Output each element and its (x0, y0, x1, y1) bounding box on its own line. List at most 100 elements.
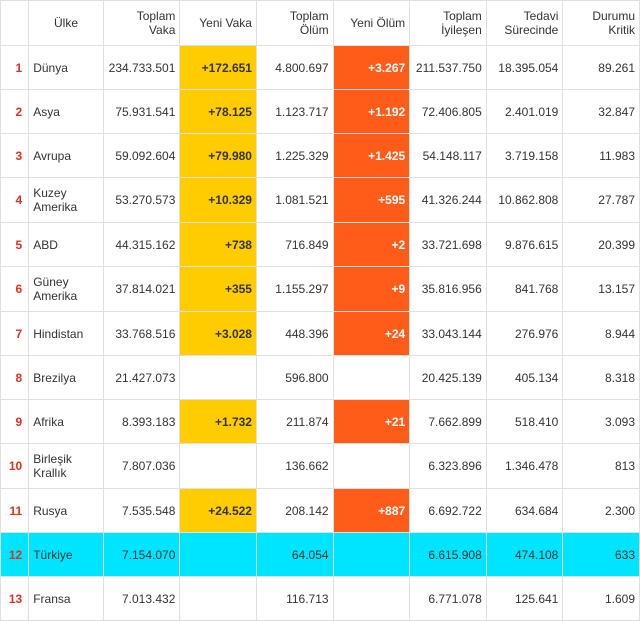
total-cases-cell: 37.814.021 (103, 267, 180, 312)
country-cell: Kuzey Amerika (29, 178, 104, 223)
rank-cell: 1 (1, 46, 29, 90)
rank-cell: 11 (1, 489, 29, 533)
total-deaths-cell: 4.800.697 (256, 46, 333, 90)
country-cell: ABD (29, 223, 104, 267)
active-cell: 18.395.054 (486, 46, 563, 90)
recovered-cell: 41.326.244 (410, 178, 487, 223)
recovered-cell: 6.615.908 (410, 533, 487, 577)
critical-cell: 3.093 (563, 400, 640, 444)
country-cell: Asya (29, 90, 104, 134)
country-cell: Hindistan (29, 312, 104, 356)
total-deaths-cell: 208.142 (256, 489, 333, 533)
total-cases-cell: 7.807.036 (103, 444, 180, 489)
recovered-cell: 54.148.117 (410, 134, 487, 178)
new-deaths-cell: +9 (333, 267, 410, 312)
new-cases-cell: +1.732 (180, 400, 257, 444)
total-cases-cell: 234.733.501 (103, 46, 180, 90)
new-cases-cell: +10.329 (180, 178, 257, 223)
table-row[interactable]: 13Fransa7.013.432116.7136.771.078125.641… (1, 577, 640, 621)
rank-cell: 13 (1, 577, 29, 621)
table-row[interactable]: 9Afrika8.393.183+1.732211.874+217.662.89… (1, 400, 640, 444)
active-cell: 841.768 (486, 267, 563, 312)
active-cell: 9.876.615 (486, 223, 563, 267)
total-cases-cell: 8.393.183 (103, 400, 180, 444)
table-row[interactable]: 12Türkiye7.154.07064.0546.615.908474.108… (1, 533, 640, 577)
total-deaths-cell: 1.225.329 (256, 134, 333, 178)
country-cell: Türkiye (29, 533, 104, 577)
table-row[interactable]: 10Birleşik Krallık7.807.036136.6626.323.… (1, 444, 640, 489)
table-row[interactable]: 6Güney Amerika37.814.021+3551.155.297+93… (1, 267, 640, 312)
header-total-deaths[interactable]: Toplam Ölüm (256, 1, 333, 46)
table-row[interactable]: 3Avrupa59.092.604+79.9801.225.329+1.4255… (1, 134, 640, 178)
rank-cell: 2 (1, 90, 29, 134)
covid-stats-table: Ülke Toplam Vaka Yeni Vaka Toplam Ölüm Y… (0, 0, 640, 621)
country-cell: Güney Amerika (29, 267, 104, 312)
country-cell: Brezilya (29, 356, 104, 400)
new-cases-cell: +355 (180, 267, 257, 312)
total-deaths-cell: 64.054 (256, 533, 333, 577)
country-cell: Fransa (29, 577, 104, 621)
new-cases-cell: +79.980 (180, 134, 257, 178)
total-cases-cell: 59.092.604 (103, 134, 180, 178)
new-deaths-cell: +24 (333, 312, 410, 356)
recovered-cell: 20.425.139 (410, 356, 487, 400)
table-row[interactable]: 7Hindistan33.768.516+3.028448.396+2433.0… (1, 312, 640, 356)
total-deaths-cell: 116.713 (256, 577, 333, 621)
table-row[interactable]: 4Kuzey Amerika53.270.573+10.3291.081.521… (1, 178, 640, 223)
total-cases-cell: 75.931.541 (103, 90, 180, 134)
new-deaths-cell: +2 (333, 223, 410, 267)
rank-cell: 6 (1, 267, 29, 312)
header-critical[interactable]: Durumu Kritik (563, 1, 640, 46)
recovered-cell: 33.721.698 (410, 223, 487, 267)
header-total-cases[interactable]: Toplam Vaka (103, 1, 180, 46)
recovered-cell: 7.662.899 (410, 400, 487, 444)
total-deaths-cell: 716.849 (256, 223, 333, 267)
total-cases-cell: 21.427.073 (103, 356, 180, 400)
header-active[interactable]: Tedavi Sürecinde (486, 1, 563, 46)
new-cases-cell: +3.028 (180, 312, 257, 356)
total-cases-cell: 53.270.573 (103, 178, 180, 223)
new-cases-cell (180, 577, 257, 621)
critical-cell: 8.944 (563, 312, 640, 356)
critical-cell: 20.399 (563, 223, 640, 267)
critical-cell: 2.300 (563, 489, 640, 533)
critical-cell: 89.261 (563, 46, 640, 90)
total-deaths-cell: 1.081.521 (256, 178, 333, 223)
critical-cell: 13.157 (563, 267, 640, 312)
recovered-cell: 72.406.805 (410, 90, 487, 134)
total-deaths-cell: 136.662 (256, 444, 333, 489)
total-cases-cell: 7.154.070 (103, 533, 180, 577)
new-cases-cell (180, 533, 257, 577)
table-row[interactable]: 2Asya75.931.541+78.1251.123.717+1.19272.… (1, 90, 640, 134)
active-cell: 125.641 (486, 577, 563, 621)
header-new-cases[interactable]: Yeni Vaka (180, 1, 257, 46)
active-cell: 1.346.478 (486, 444, 563, 489)
critical-cell: 8.318 (563, 356, 640, 400)
recovered-cell: 211.537.750 (410, 46, 487, 90)
header-recovered[interactable]: Toplam İyileşen (410, 1, 487, 46)
active-cell: 2.401.019 (486, 90, 563, 134)
critical-cell: 633 (563, 533, 640, 577)
total-deaths-cell: 448.396 (256, 312, 333, 356)
country-cell: Avrupa (29, 134, 104, 178)
country-cell: Birleşik Krallık (29, 444, 104, 489)
total-deaths-cell: 211.874 (256, 400, 333, 444)
rank-cell: 9 (1, 400, 29, 444)
new-cases-cell (180, 356, 257, 400)
critical-cell: 1.609 (563, 577, 640, 621)
recovered-cell: 6.323.896 (410, 444, 487, 489)
table-row[interactable]: 1Dünya234.733.501+172.6514.800.697+3.267… (1, 46, 640, 90)
table-row[interactable]: 11Rusya7.535.548+24.522208.142+8876.692.… (1, 489, 640, 533)
header-country[interactable]: Ülke (29, 1, 104, 46)
rank-cell: 7 (1, 312, 29, 356)
recovered-cell: 35.816.956 (410, 267, 487, 312)
table-row[interactable]: 8Brezilya21.427.073596.80020.425.139405.… (1, 356, 640, 400)
rank-cell: 12 (1, 533, 29, 577)
total-deaths-cell: 1.123.717 (256, 90, 333, 134)
recovered-cell: 6.692.722 (410, 489, 487, 533)
table-row[interactable]: 5ABD44.315.162+738716.849+233.721.6989.8… (1, 223, 640, 267)
header-new-deaths[interactable]: Yeni Ölüm (333, 1, 410, 46)
new-deaths-cell: +21 (333, 400, 410, 444)
new-cases-cell: +172.651 (180, 46, 257, 90)
rank-cell: 4 (1, 178, 29, 223)
